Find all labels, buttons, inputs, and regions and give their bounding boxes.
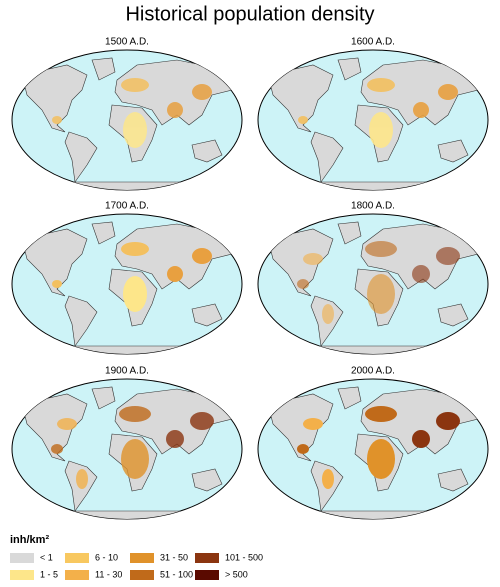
legend-label: 1 - 5 [40, 569, 58, 579]
map-label: 2000 A.D. [351, 366, 395, 377]
swatch [130, 570, 154, 580]
legend-label: 101 - 500 [225, 552, 263, 562]
map [12, 379, 242, 521]
legend-label: > 500 [225, 569, 248, 579]
map-label: 1600 A.D. [351, 37, 395, 48]
swatch [195, 570, 219, 580]
map [12, 50, 242, 192]
legend-unit: inh/km² [10, 534, 49, 546]
swatch [130, 553, 154, 563]
map-label: 1700 A.D. [105, 201, 149, 212]
map [258, 50, 488, 192]
legend: inh/km² < 1 1 - 5 6 - 10 11 - 30 31 - 50… [10, 534, 263, 580]
swatch [65, 553, 89, 563]
legend-label: 51 - 100 [160, 569, 193, 579]
legend-label: 11 - 30 [95, 569, 122, 579]
map-grid: 1500 A.D. 1600 A.D. 1700 A.D. 1800 A.D. … [12, 37, 488, 521]
map [258, 214, 488, 356]
swatch [10, 553, 34, 563]
map-label: 1500 A.D. [105, 37, 149, 48]
map [12, 214, 242, 356]
legend-label: < 1 [40, 552, 53, 562]
title: Historical population density [125, 3, 374, 25]
legend-label: 6 - 10 [95, 552, 118, 562]
map [258, 379, 488, 521]
legend-label: 31 - 50 [160, 552, 188, 562]
map-label: 1800 A.D. [351, 201, 395, 212]
map-label: 1900 A.D. [105, 366, 149, 377]
swatch [65, 570, 89, 580]
swatch [10, 570, 34, 580]
swatch [195, 553, 219, 563]
